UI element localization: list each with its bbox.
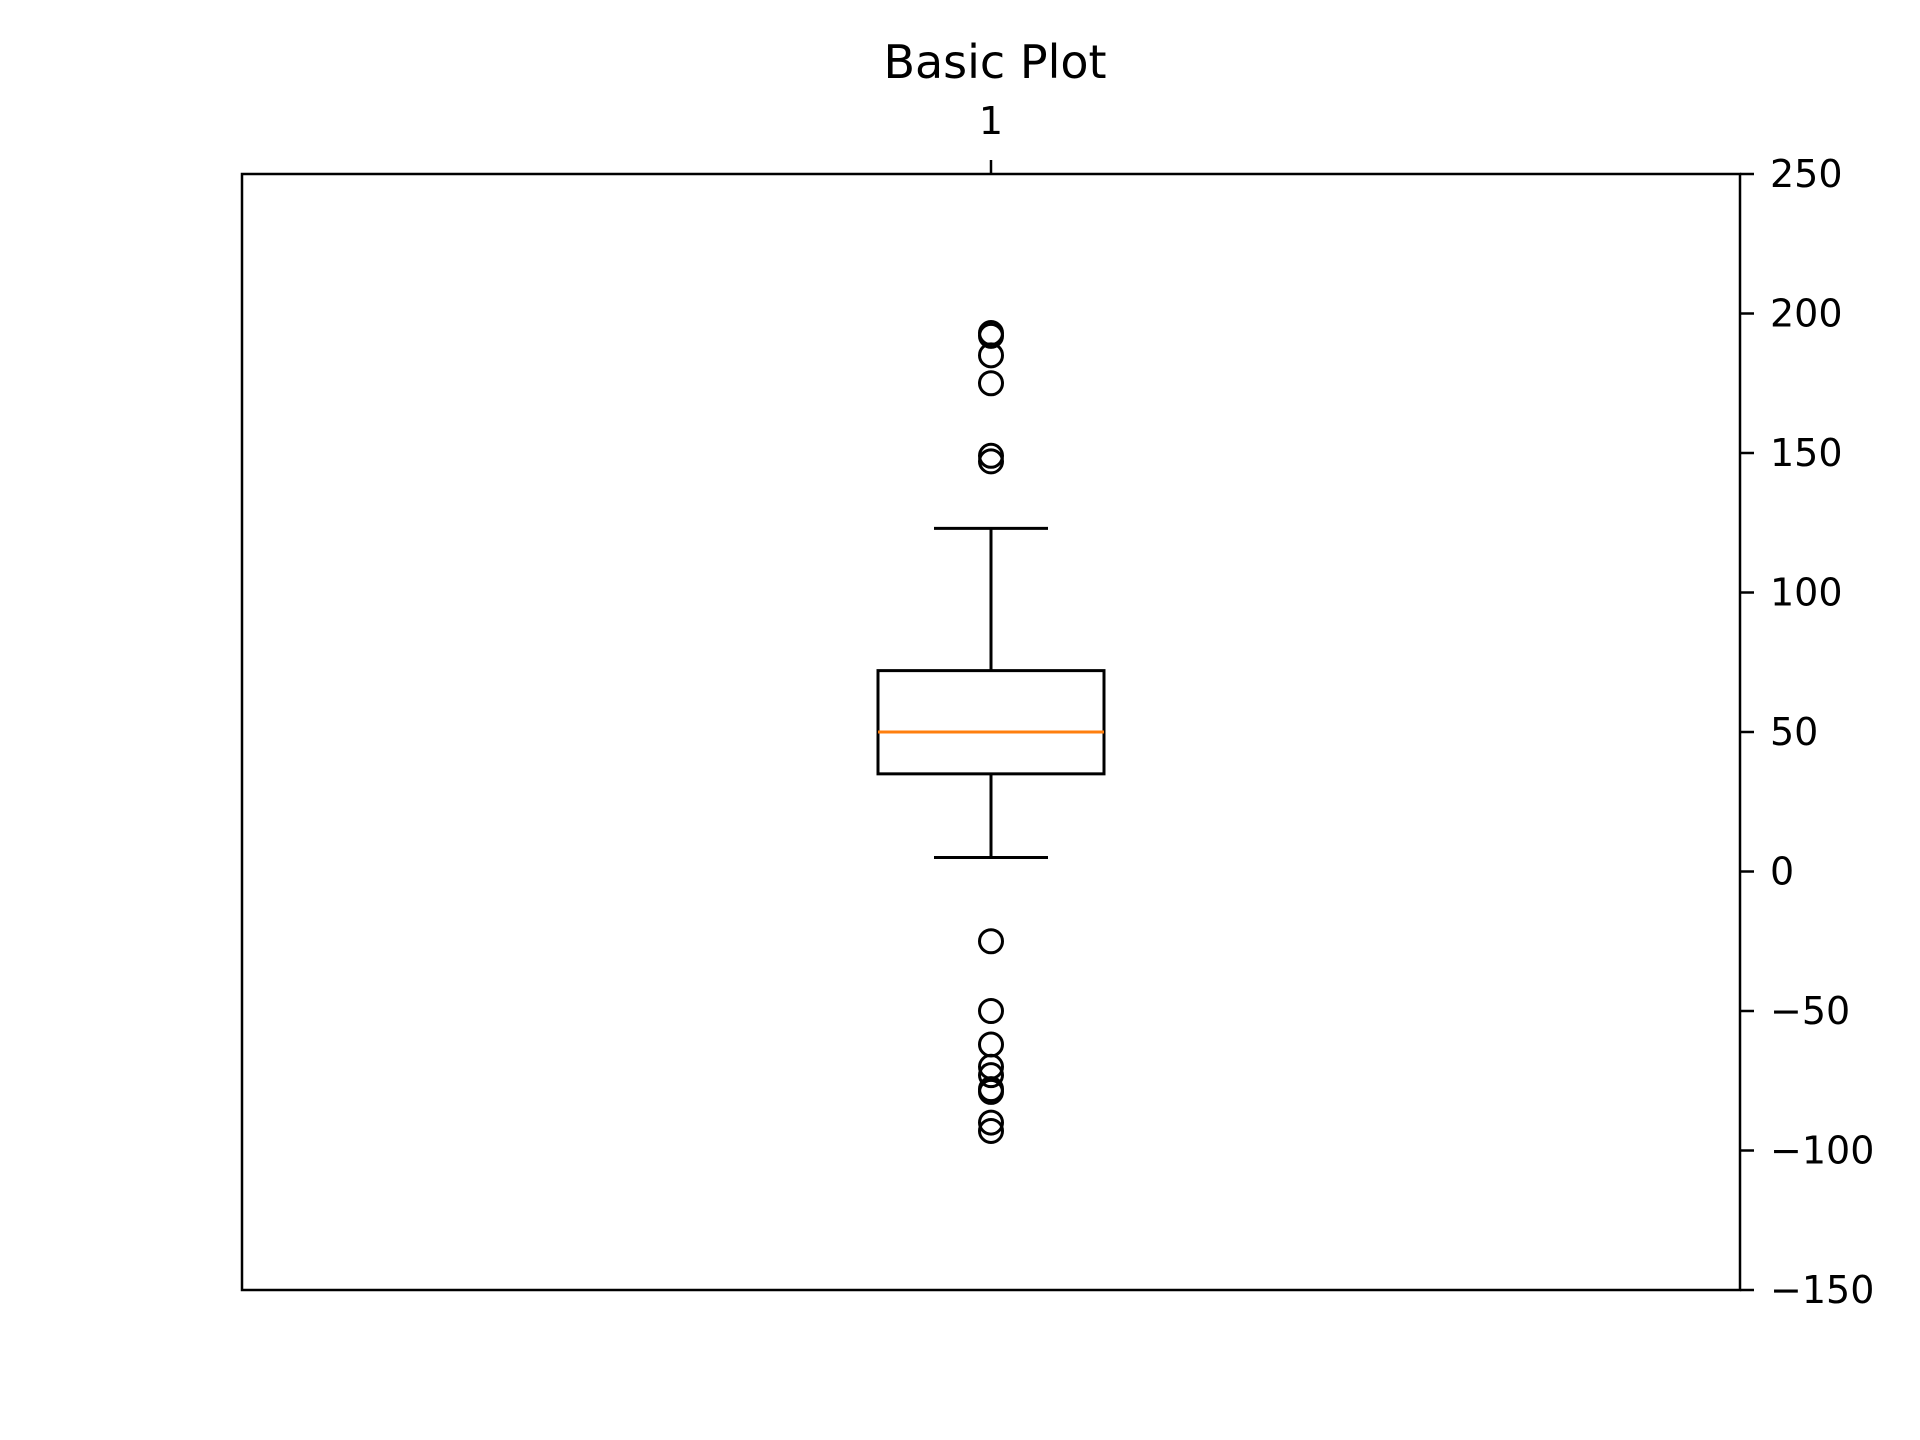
outlier-point — [978, 928, 1004, 955]
y-tick-label: 0 — [1770, 850, 1794, 894]
box-iqr — [876, 669, 1106, 776]
outlier-point — [978, 342, 1004, 369]
outlier-point — [978, 1117, 1004, 1144]
y-tick-label: 150 — [1770, 431, 1843, 475]
y-tick-label: −50 — [1770, 989, 1850, 1033]
outlier-point — [978, 1062, 1004, 1089]
y-tick-label: 100 — [1770, 571, 1843, 615]
outlier-point — [978, 370, 1004, 397]
y-tick-label: −100 — [1770, 1129, 1874, 1173]
plot-area — [876, 320, 1106, 1144]
outlier-point — [978, 448, 1004, 475]
outlier-point — [978, 998, 1004, 1024]
outlier-point — [978, 322, 1004, 349]
outlier-point — [978, 1109, 1004, 1136]
outlier-point — [978, 1031, 1004, 1058]
y-tick-label: 50 — [1770, 710, 1818, 754]
x-axis: 1 — [979, 99, 1003, 174]
x-tick-label: 1 — [979, 99, 1003, 143]
y-tick-label: 200 — [1770, 292, 1843, 336]
y-tick-label: 250 — [1770, 152, 1843, 196]
chart-title: Basic Plot — [883, 35, 1106, 89]
outlier-point — [978, 1078, 1004, 1105]
outlier-point — [978, 442, 1004, 469]
y-axis: 250 200 150 100 50 0 −50 −100 −150 — [1740, 152, 1874, 1312]
plot-frame — [240, 172, 1742, 1292]
y-tick-label: −150 — [1770, 1268, 1874, 1312]
